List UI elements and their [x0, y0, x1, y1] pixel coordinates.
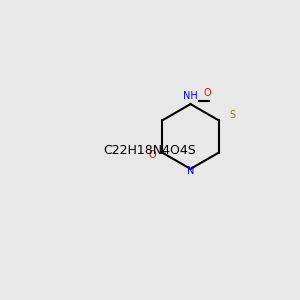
Text: O: O: [149, 150, 157, 160]
Text: NH: NH: [183, 91, 198, 101]
Text: S: S: [230, 110, 236, 120]
Text: C22H18N4O4S: C22H18N4O4S: [103, 143, 196, 157]
Text: O: O: [204, 88, 212, 98]
Text: N: N: [187, 166, 194, 176]
